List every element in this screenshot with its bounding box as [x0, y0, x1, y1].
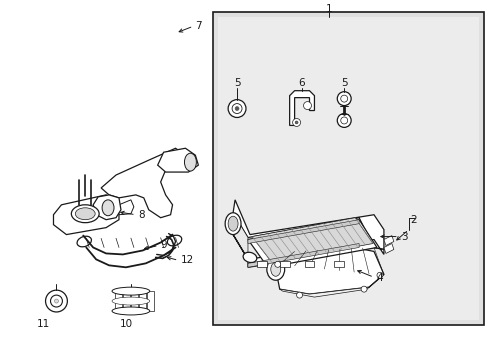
- Circle shape: [360, 286, 366, 292]
- Circle shape: [50, 295, 62, 307]
- Ellipse shape: [112, 297, 149, 305]
- Circle shape: [303, 102, 311, 109]
- Text: 8: 8: [138, 210, 144, 220]
- Ellipse shape: [112, 307, 149, 315]
- Ellipse shape: [112, 287, 149, 295]
- Text: 9: 9: [161, 240, 167, 251]
- Bar: [146, 291, 153, 311]
- Polygon shape: [251, 218, 372, 262]
- Bar: [139, 291, 145, 311]
- Circle shape: [235, 107, 239, 111]
- Polygon shape: [247, 220, 376, 267]
- Circle shape: [340, 117, 347, 124]
- Text: 5: 5: [233, 78, 240, 88]
- Polygon shape: [233, 200, 383, 249]
- Text: 4: 4: [375, 273, 382, 283]
- Polygon shape: [289, 91, 314, 125]
- Ellipse shape: [243, 252, 256, 262]
- Polygon shape: [383, 235, 393, 246]
- Ellipse shape: [167, 235, 182, 246]
- Text: 6: 6: [298, 78, 304, 88]
- Polygon shape: [157, 148, 198, 172]
- Circle shape: [54, 299, 59, 303]
- Polygon shape: [233, 213, 247, 260]
- Circle shape: [337, 92, 350, 105]
- Ellipse shape: [184, 153, 196, 171]
- Circle shape: [232, 104, 242, 113]
- Bar: [279, 261, 289, 267]
- Polygon shape: [233, 235, 383, 267]
- Text: 1: 1: [325, 4, 332, 14]
- Polygon shape: [101, 148, 185, 218]
- Polygon shape: [93, 195, 121, 220]
- Polygon shape: [274, 244, 383, 294]
- Circle shape: [294, 121, 298, 124]
- Bar: [122, 291, 130, 311]
- Text: 11: 11: [37, 319, 50, 329]
- Bar: [304, 261, 314, 267]
- Circle shape: [228, 100, 245, 117]
- Circle shape: [274, 261, 280, 267]
- Circle shape: [292, 118, 300, 126]
- Ellipse shape: [77, 236, 91, 247]
- Polygon shape: [53, 195, 119, 235]
- Circle shape: [340, 95, 347, 102]
- Circle shape: [376, 272, 382, 278]
- Ellipse shape: [102, 200, 114, 216]
- Ellipse shape: [75, 208, 95, 220]
- Polygon shape: [383, 243, 393, 253]
- Text: 5: 5: [340, 78, 347, 88]
- Bar: [256, 261, 266, 267]
- Bar: [334, 261, 344, 267]
- Bar: [115, 291, 122, 311]
- Circle shape: [296, 292, 302, 298]
- Bar: [218, 17, 478, 320]
- Polygon shape: [247, 220, 358, 243]
- Polygon shape: [279, 274, 383, 297]
- Ellipse shape: [71, 205, 99, 223]
- Polygon shape: [247, 243, 358, 267]
- Text: 10: 10: [119, 319, 132, 329]
- Circle shape: [337, 113, 350, 127]
- Polygon shape: [119, 200, 134, 215]
- Ellipse shape: [270, 262, 280, 276]
- Ellipse shape: [224, 213, 241, 235]
- Bar: [131, 291, 138, 311]
- Text: 2: 2: [410, 215, 416, 225]
- Text: 12: 12: [180, 255, 193, 265]
- Text: 3: 3: [400, 231, 407, 242]
- Bar: [213, 12, 483, 325]
- Circle shape: [45, 290, 67, 312]
- Text: 7: 7: [195, 21, 202, 31]
- Ellipse shape: [228, 216, 238, 231]
- Ellipse shape: [266, 258, 284, 280]
